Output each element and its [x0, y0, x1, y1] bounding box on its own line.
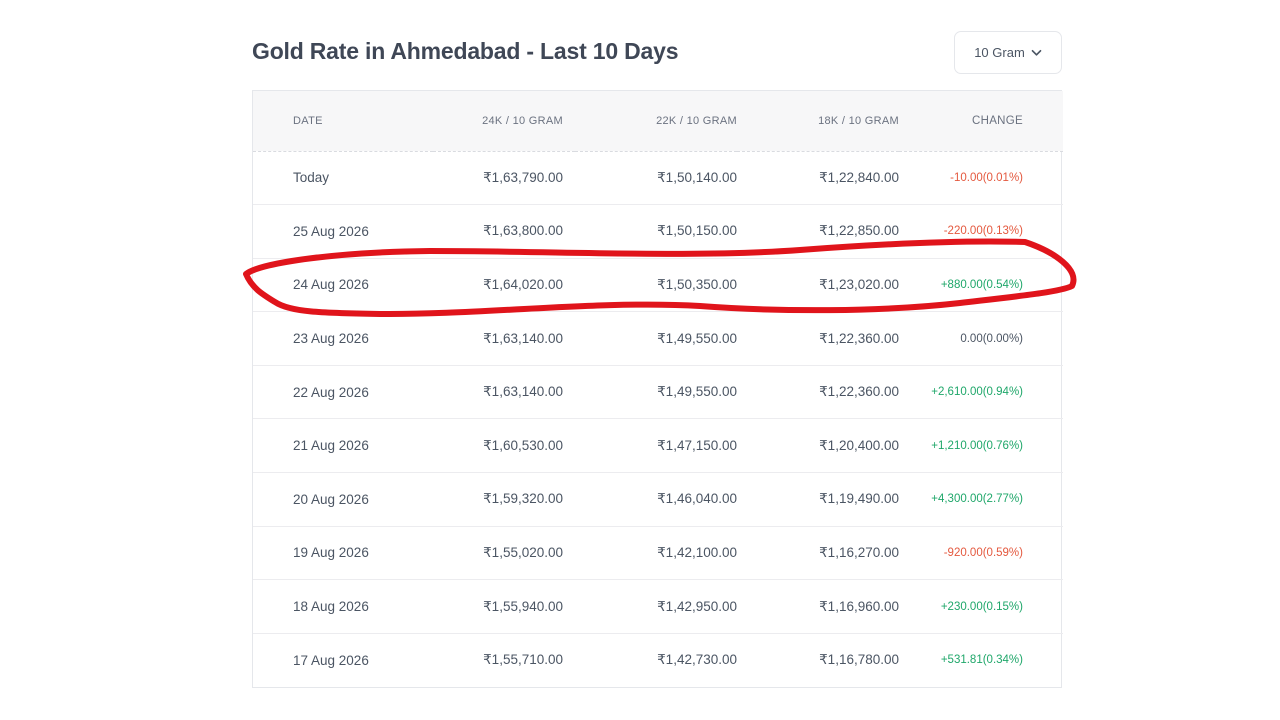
row-rate-24k: ₹1,63,140.00	[433, 364, 575, 419]
row-rate-18k: ₹1,16,780.00	[737, 632, 899, 687]
row-rate-18k: ₹1,20,400.00	[737, 418, 899, 473]
row-rate-24k: ₹1,63,790.00	[483, 169, 563, 185]
row-date: 23 Aug 2026	[253, 311, 433, 366]
row-date: 25 Aug 2026	[253, 204, 433, 259]
table-row: 23 Aug 2026 ₹1,63,140.00 ₹1,49,550.00 ₹1,22…	[253, 311, 1063, 366]
row-change: 0.00(0.00%)	[899, 311, 1063, 366]
row-rate-22k: ₹1,50,150.00	[575, 204, 737, 259]
table-row: 18 Aug 2026 ₹1,55,940.00 ₹1,42,950.00 ₹1,16…	[253, 579, 1063, 634]
table-row: 24 Aug 2026 ₹1,64,020.00 ₹1,50,350.00 ₹1,23…	[253, 257, 1063, 312]
unit-dropdown-value: 10 Gram	[974, 45, 1025, 60]
row-rate-22k: ₹1,50,350.00	[575, 257, 737, 312]
row-rate-18k: ₹1,22,360.00	[737, 311, 899, 366]
table-row: 22 Aug 2026 ₹1,63,140.00 ₹1,49,550.00 ₹1,22…	[253, 364, 1063, 419]
row-rate-24k: ₹1,63,800.00	[433, 204, 575, 259]
row-rate-18k: ₹1,22,840.00	[819, 169, 899, 185]
row-change: +531.81(0.34%)	[899, 632, 1063, 687]
row-rate-22k: ₹1,42,950.00	[575, 579, 737, 634]
page-title: Gold Rate in Ahmedabad - Last 10 Days	[252, 38, 679, 64]
table-row: 21 Aug 2026 ₹1,60,530.00 ₹1,47,150.00 ₹1,20…	[253, 418, 1063, 473]
gold-rate-table-card: DATE 24K / 10 GRAM 22K / 10 GRAM 18K / 1…	[252, 90, 1063, 688]
table-row: Today ₹1,63,790.00 ₹1,50,140.00 ₹1,22,840.0…	[253, 151, 1063, 205]
row-date: 20 Aug 2026	[253, 472, 433, 527]
row-rate-18k: ₹1,16,960.00	[737, 579, 899, 634]
row-rate-24k: ₹1,59,320.00	[433, 472, 575, 527]
row-rate-18k: ₹1,23,020.00	[737, 257, 899, 312]
row-rate-24k: ₹1,63,140.00	[433, 311, 575, 366]
row-date: 24 Aug 2026	[253, 257, 433, 312]
row-date: 17 Aug 2026	[253, 632, 433, 687]
row-rate-18k: ₹1,22,850.00	[737, 204, 899, 259]
table-row: 20 Aug 2026 ₹1,59,320.00 ₹1,46,040.00 ₹1,19…	[253, 472, 1063, 527]
column-header-22k: 22K / 10 GRAM	[575, 91, 737, 152]
table-row: 19 Aug 2026 ₹1,55,020.00 ₹1,42,100.00 ₹1,16…	[253, 525, 1063, 580]
row-date: 22 Aug 2026	[253, 364, 433, 419]
row-rate-22k: ₹1,42,100.00	[575, 525, 737, 580]
row-change: +230.00(0.15%)	[899, 579, 1063, 634]
row-rate-22k: ₹1,42,730.00	[575, 632, 737, 687]
row-date: 19 Aug 2026	[253, 525, 433, 580]
row-rate-18k: ₹1,19,490.00	[737, 472, 899, 527]
table-header-row: DATE 24K / 10 GRAM 22K / 10 GRAM 18K / 1…	[253, 91, 1063, 152]
column-header-date: DATE	[253, 91, 433, 152]
row-change: -920.00(0.59%)	[899, 525, 1063, 580]
row-rate-18k: ₹1,22,360.00	[737, 364, 899, 419]
row-rate-22k: ₹1,49,550.00	[575, 364, 737, 419]
row-date: 18 Aug 2026	[253, 579, 433, 634]
row-change: +1,210.00(0.76%)	[899, 418, 1063, 473]
column-header-change: CHANGE	[899, 91, 1063, 152]
row-change: -220.00(0.13%)	[899, 204, 1063, 259]
row-change: +4,300.00(2.77%)	[899, 472, 1063, 527]
row-rate-24k: ₹1,60,530.00	[433, 418, 575, 473]
unit-dropdown[interactable]: 10 Gram	[954, 31, 1062, 74]
row-rate-22k: ₹1,49,550.00	[575, 311, 737, 366]
row-rate-22k: ₹1,47,150.00	[575, 418, 737, 473]
row-rate-24k: ₹1,55,020.00	[433, 525, 575, 580]
column-header-18k: 18K / 10 GRAM	[737, 91, 899, 152]
row-rate-18k: ₹1,16,270.00	[737, 525, 899, 580]
row-change: +880.00(0.54%)	[899, 257, 1063, 312]
row-rate-22k: ₹1,50,140.00	[657, 169, 737, 185]
row-date: 21 Aug 2026	[253, 418, 433, 473]
row-rate-22k: ₹1,46,040.00	[575, 472, 737, 527]
row-rate-24k: ₹1,55,940.00	[433, 579, 575, 634]
row-change: -10.00(0.01%)	[950, 171, 1023, 184]
row-rate-24k: ₹1,55,710.00	[433, 632, 575, 687]
table-row: 17 Aug 2026 ₹1,55,710.00 ₹1,42,730.00 ₹1,16…	[253, 632, 1063, 687]
row-date: Today	[293, 170, 330, 186]
chevron-down-icon	[1031, 49, 1042, 57]
row-rate-24k: ₹1,64,020.00	[433, 257, 575, 312]
table-row: 25 Aug 2026 ₹1,63,800.00 ₹1,50,150.00 ₹1,22…	[253, 204, 1063, 259]
row-change: +2,610.00(0.94%)	[899, 364, 1063, 419]
gold-rate-table: DATE 24K / 10 GRAM 22K / 10 GRAM 18K / 1…	[253, 91, 1063, 687]
column-header-24k: 24K / 10 GRAM	[433, 91, 575, 152]
